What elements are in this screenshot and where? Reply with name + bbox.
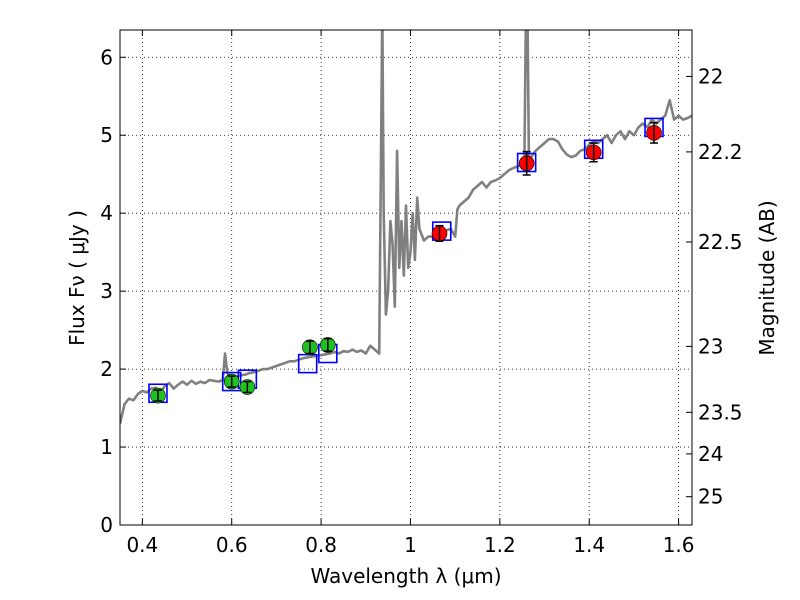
x-tick-label: 1.6 — [663, 533, 695, 557]
y2-tick-label: 24 — [698, 442, 723, 466]
plot-frame — [119, 29, 693, 526]
x-tick-label: 0.6 — [216, 533, 248, 557]
y-tick-label: 3 — [100, 279, 113, 303]
y-tick-label: 5 — [100, 123, 113, 147]
model-photometry-square — [221, 371, 242, 392]
grid — [120, 30, 692, 526]
y2-tick-label: 22.2 — [698, 140, 743, 164]
y2-tick-label: 25 — [698, 485, 723, 509]
x-tick-label: 0.4 — [126, 533, 158, 557]
y2-tick-label: 22 — [698, 64, 723, 88]
x-tick-label: 1 — [404, 533, 417, 557]
y-tick-label: 0 — [100, 513, 113, 537]
x-tick-label: 1.2 — [484, 533, 516, 557]
y-tick-label: 1 — [100, 435, 113, 459]
y-axis-ticks: 0 1 2 3 4 5 6 — [100, 45, 126, 537]
x-tick-label: 1.4 — [573, 533, 605, 557]
y2-axis-label: Magnitude (AB) — [755, 200, 779, 355]
y2-tick-label: 23.5 — [698, 400, 743, 424]
near-ir-photometry-points — [431, 122, 662, 243]
y-axis-label: Flux Fν ( μJy ) — [65, 210, 89, 346]
x-axis-ticks: 0.4 0.6 0.8 1 1.2 1.4 1.6 — [126, 30, 695, 557]
y2-axis-ticks: 22 22.2 22.5 23 23.5 24 25 — [686, 64, 743, 509]
plot-content — [120, 30, 692, 424]
y2-tick-label: 22.5 — [698, 230, 743, 254]
y2-tick-label: 23 — [698, 334, 723, 358]
x-axis-label: Wavelength λ (μm) — [310, 564, 501, 588]
x-tick-label: 0.8 — [305, 533, 337, 557]
y-tick-label: 6 — [100, 45, 113, 69]
model-spectrum-line — [120, 30, 692, 424]
y-tick-label: 2 — [100, 357, 113, 381]
y-tick-label: 4 — [100, 201, 113, 225]
optical-photometry-points — [150, 337, 336, 404]
